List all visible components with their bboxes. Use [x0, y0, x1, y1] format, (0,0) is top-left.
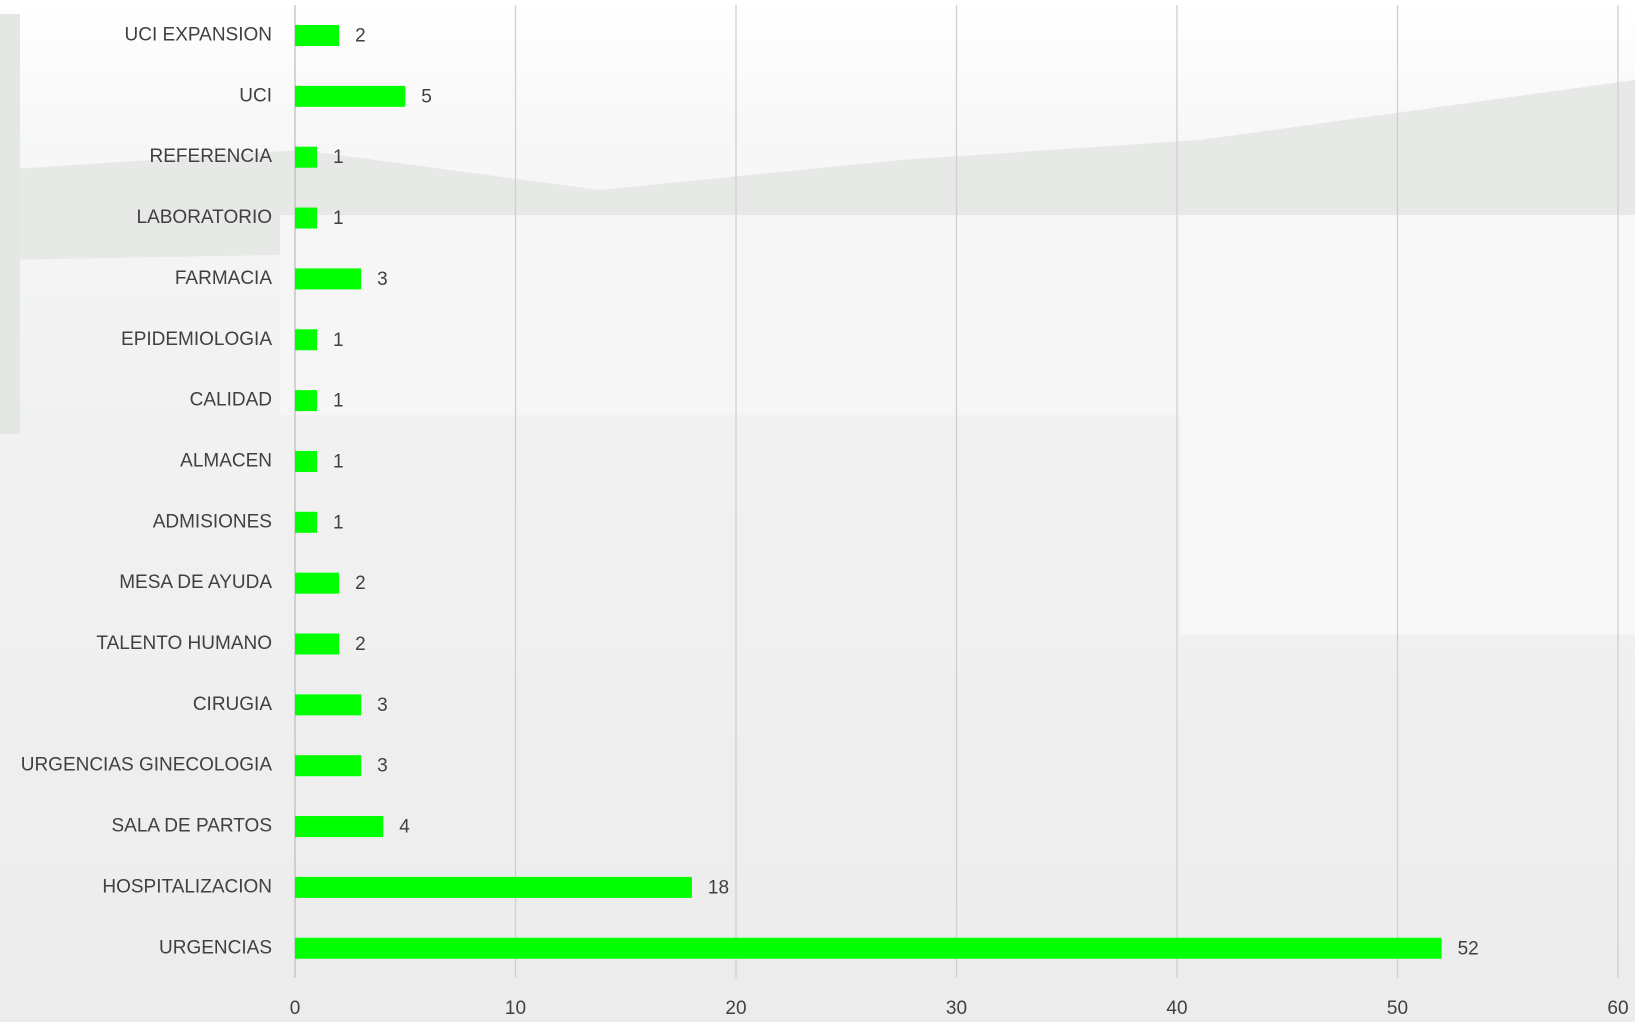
value-label: 18 [708, 877, 729, 898]
value-label: 5 [421, 86, 432, 107]
bar [295, 938, 1442, 959]
y-tick-label: FARMACIA [175, 268, 272, 289]
x-tick-label: 50 [1387, 998, 1408, 1019]
value-label: 3 [377, 269, 388, 290]
value-label: 2 [355, 26, 366, 47]
chart: 0 10 20 30 40 50 60 UCI EXPANSION 2 UCI 5 REFERENCI… [0, 0, 1635, 1022]
bar [295, 390, 317, 411]
x-tick-label: 10 [505, 998, 526, 1019]
background-building [280, 215, 1180, 415]
bar [295, 877, 692, 898]
value-label: 3 [377, 756, 388, 777]
y-tick-label: MESA DE AYUDA [119, 572, 272, 593]
y-tick-label: UCI EXPANSION [125, 25, 272, 46]
value-label: 52 [1458, 938, 1479, 959]
x-tick-label: 0 [290, 998, 301, 1019]
value-label: 1 [333, 512, 344, 533]
value-label: 1 [333, 147, 344, 168]
bar [295, 634, 339, 655]
x-tick-label: 60 [1607, 998, 1628, 1019]
y-tick-label: ADMISIONES [153, 511, 272, 532]
bar [295, 755, 361, 776]
y-tick-label: LABORATORIO [137, 207, 273, 228]
background-tree [0, 14, 20, 434]
x-tick-label: 30 [946, 998, 967, 1019]
value-label: 1 [333, 391, 344, 412]
value-label: 1 [333, 330, 344, 351]
bar [295, 512, 317, 533]
y-tick-label: REFERENCIA [150, 146, 273, 167]
y-tick-label: EPIDEMIOLOGIA [121, 329, 272, 350]
value-label: 4 [399, 817, 410, 838]
x-tick-label: 20 [725, 998, 746, 1019]
bar [295, 451, 317, 472]
value-label: 1 [333, 451, 344, 472]
y-tick-label: TALENTO HUMANO [96, 633, 272, 654]
y-tick-label: HOSPITALIZACION [102, 876, 272, 897]
y-tick-label: SALA DE PARTOS [111, 816, 272, 837]
x-tick-label: 40 [1166, 998, 1187, 1019]
bar [295, 268, 361, 289]
y-tick-label: ALMACEN [180, 450, 272, 471]
background-building [1180, 215, 1635, 635]
bar [295, 573, 339, 594]
bar [295, 694, 361, 715]
bar [295, 147, 317, 168]
y-tick-label: CALIDAD [190, 390, 272, 411]
y-tick-label: CIRUGIA [193, 694, 273, 715]
value-label: 2 [355, 634, 366, 655]
y-tick-label: URGENCIAS GINECOLOGIA [21, 755, 273, 776]
bar [295, 25, 339, 46]
bar [295, 816, 383, 837]
bar [295, 86, 405, 107]
value-label: 3 [377, 695, 388, 716]
value-label: 1 [333, 208, 344, 229]
y-tick-label: UCI [239, 85, 272, 106]
bar [295, 329, 317, 350]
value-label: 2 [355, 573, 366, 594]
y-tick-label: URGENCIAS [159, 937, 272, 958]
bar [295, 208, 317, 229]
